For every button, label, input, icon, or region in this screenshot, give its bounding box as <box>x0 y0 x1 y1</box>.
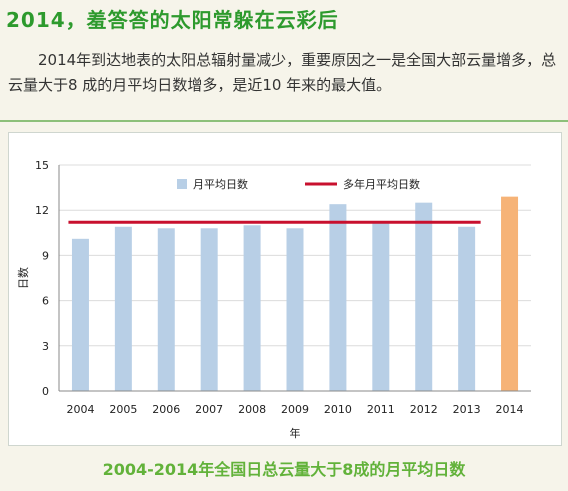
x-tick-label: 2013 <box>453 403 481 416</box>
y-axis-label: 日数 <box>17 267 30 289</box>
axes: 0 3 6 9 12 15 2004 2005 2006 2007 2008 2009 2010 2011… <box>17 159 531 440</box>
x-tick-label: 2012 <box>410 403 438 416</box>
bar-2008 <box>243 225 261 391</box>
x-tick-label: 2007 <box>195 403 223 416</box>
x-tick-label: 2008 <box>238 403 266 416</box>
bar-chart: 0 3 6 9 12 15 2004 2005 2006 2007 2008 2009 2010 2011… <box>17 159 531 440</box>
x-tick-label: 2005 <box>109 403 137 416</box>
x-tick-label: 2010 <box>324 403 352 416</box>
y-tick-label: 0 <box>42 385 49 398</box>
y-tick-label: 9 <box>42 249 49 262</box>
x-tick-label: 2004 <box>66 403 94 416</box>
divider <box>0 120 568 122</box>
bar-2010 <box>329 204 347 391</box>
bar-2006 <box>157 228 175 391</box>
legend-swatch-bar <box>177 179 187 189</box>
bar-2013 <box>458 226 476 391</box>
x-tick-label: 2006 <box>152 403 180 416</box>
x-axis-label: 年 <box>290 426 301 440</box>
x-tick-label: 2009 <box>281 403 309 416</box>
y-tick-label: 12 <box>35 204 49 217</box>
bar-2014 <box>501 196 519 391</box>
legend-label-bar: 月平均日数 <box>193 178 248 191</box>
chart-panel: 0 3 6 9 12 15 2004 2005 2006 2007 2008 2009 2010 2011… <box>8 132 562 446</box>
bar-2009 <box>286 228 304 391</box>
legend-label-line: 多年月平均日数 <box>343 177 420 191</box>
x-tick-label: 2014 <box>496 403 524 416</box>
chart-caption: 2004-2014年全国日总云量大于8成的月平均日数 <box>102 460 466 479</box>
y-tick-label: 15 <box>35 159 49 172</box>
legend: 月平均日数 多年月平均日数 <box>177 177 420 191</box>
bar-2012 <box>415 202 433 391</box>
bar-2004 <box>71 238 89 391</box>
bar-2005 <box>114 226 132 391</box>
bar-2011 <box>372 222 390 391</box>
headline: 2014，羞答答的太阳常躲在云彩后 <box>6 8 339 32</box>
intro-paragraph: 2014年到达地表的太阳总辐射量减少，重要原因之一是全国大部云量增多，总云量大于… <box>8 51 557 94</box>
bar-2007 <box>200 228 218 391</box>
y-tick-label: 6 <box>42 295 49 308</box>
y-tick-label: 3 <box>42 340 49 353</box>
x-tick-label: 2011 <box>367 403 395 416</box>
bars <box>71 196 519 391</box>
